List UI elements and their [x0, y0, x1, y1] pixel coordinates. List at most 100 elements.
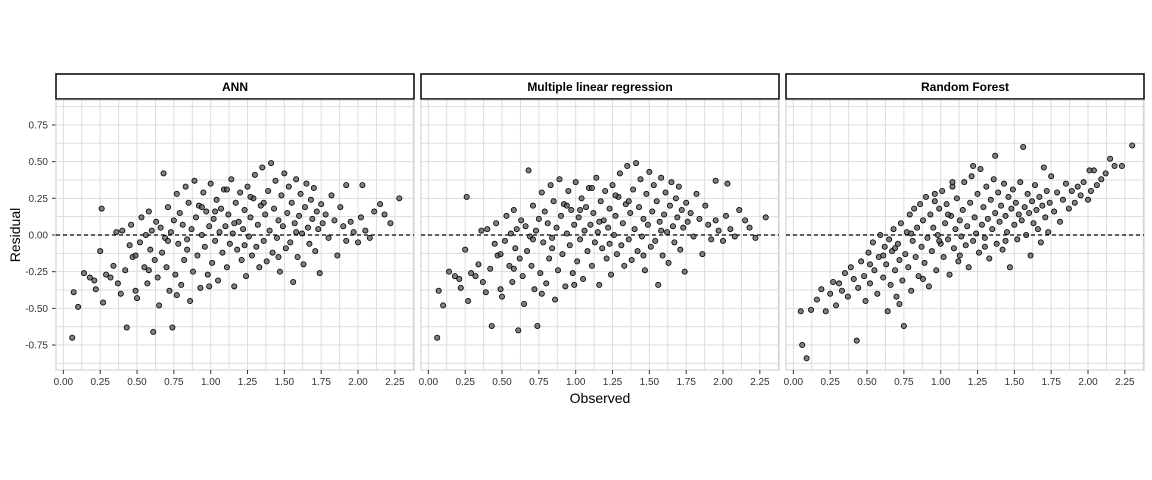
data-point [188, 226, 195, 233]
data-point [568, 207, 575, 214]
data-point [1031, 182, 1038, 189]
data-point [727, 226, 734, 233]
data-point [699, 251, 706, 258]
data-point [936, 205, 943, 212]
x-tick-label: 2.25 [385, 377, 405, 388]
data-point [138, 214, 145, 221]
data-point [602, 187, 609, 194]
data-point [516, 255, 523, 262]
data-point [340, 223, 347, 230]
data-point [925, 283, 932, 290]
data-point [315, 226, 322, 233]
data-point [231, 283, 238, 290]
data-point [86, 274, 93, 281]
data-point [908, 230, 915, 237]
data-point [571, 221, 578, 228]
data-point [906, 211, 913, 218]
data-point [240, 226, 247, 233]
data-point [334, 252, 341, 259]
data-point [222, 223, 229, 230]
data-point [1059, 196, 1066, 203]
data-point [212, 208, 219, 215]
data-point [980, 204, 987, 211]
data-point [126, 242, 133, 249]
y-tick-label: 0.00 [29, 231, 49, 242]
panel-ann: ANN 0.00 0.25 0.50 0.75 1.00 1.25 1.50 1.75 2.00 2… [54, 73, 415, 388]
x-tick-label: 0.25 [90, 377, 110, 388]
data-point [445, 268, 452, 275]
data-point [357, 214, 364, 221]
data-point [207, 180, 214, 187]
data-point [555, 267, 562, 274]
data-point [956, 217, 963, 224]
data-point [229, 230, 236, 237]
data-point [132, 287, 139, 294]
data-point [822, 308, 829, 315]
data-point [924, 234, 931, 241]
data-point [178, 281, 185, 288]
data-point [503, 212, 510, 219]
data-point [953, 195, 960, 202]
data-point [355, 239, 362, 246]
data-point [381, 211, 388, 218]
data-point [981, 243, 988, 250]
data-point [1021, 204, 1028, 211]
data-point [434, 334, 441, 341]
data-point [675, 183, 682, 190]
data-point [110, 262, 117, 269]
data-point [818, 286, 825, 293]
data-point [549, 234, 556, 241]
y-tick-label: -0.75 [25, 341, 48, 352]
data-point [147, 246, 154, 253]
data-point [179, 221, 186, 228]
data-point [892, 267, 899, 274]
data-point [562, 283, 569, 290]
data-point [705, 221, 712, 228]
data-point [975, 249, 982, 256]
data-point [902, 251, 909, 258]
data-point [172, 271, 179, 278]
data-point [159, 249, 166, 256]
data-point [813, 296, 820, 303]
data-point [271, 205, 278, 212]
data-point [606, 205, 613, 212]
data-point [742, 217, 749, 224]
data-point [652, 237, 659, 244]
data-point [491, 240, 498, 247]
data-point [167, 229, 174, 236]
data-point [301, 204, 308, 211]
data-point [1068, 187, 1075, 194]
x-tick-label: 0.75 [529, 377, 549, 388]
data-point [715, 227, 722, 234]
data-point [866, 280, 873, 287]
y-tick-label: -0.50 [25, 304, 48, 315]
data-point [493, 220, 500, 227]
data-point [752, 234, 759, 241]
data-point [862, 298, 869, 305]
data-point [528, 262, 535, 269]
data-point [1020, 143, 1027, 150]
data-point [163, 264, 170, 271]
data-point [117, 290, 124, 297]
data-point [962, 242, 969, 249]
data-point [921, 259, 928, 266]
x-tick-label: 2.25 [1115, 377, 1135, 388]
data-point [827, 290, 834, 297]
data-point [197, 284, 204, 291]
data-point [612, 192, 619, 199]
data-point [1003, 229, 1010, 236]
data-point [371, 208, 378, 215]
data-point [157, 224, 164, 231]
x-tick-label: 0.00 [419, 377, 439, 388]
data-point [649, 208, 656, 215]
data-point [123, 324, 130, 331]
data-point [1046, 199, 1053, 206]
data-point [653, 198, 660, 205]
data-point [637, 176, 644, 183]
data-point [636, 204, 643, 211]
data-point [278, 192, 285, 199]
data-point [290, 278, 297, 285]
data-point [337, 204, 344, 211]
data-point [142, 231, 149, 238]
y-tick-label: 0.25 [29, 194, 49, 205]
